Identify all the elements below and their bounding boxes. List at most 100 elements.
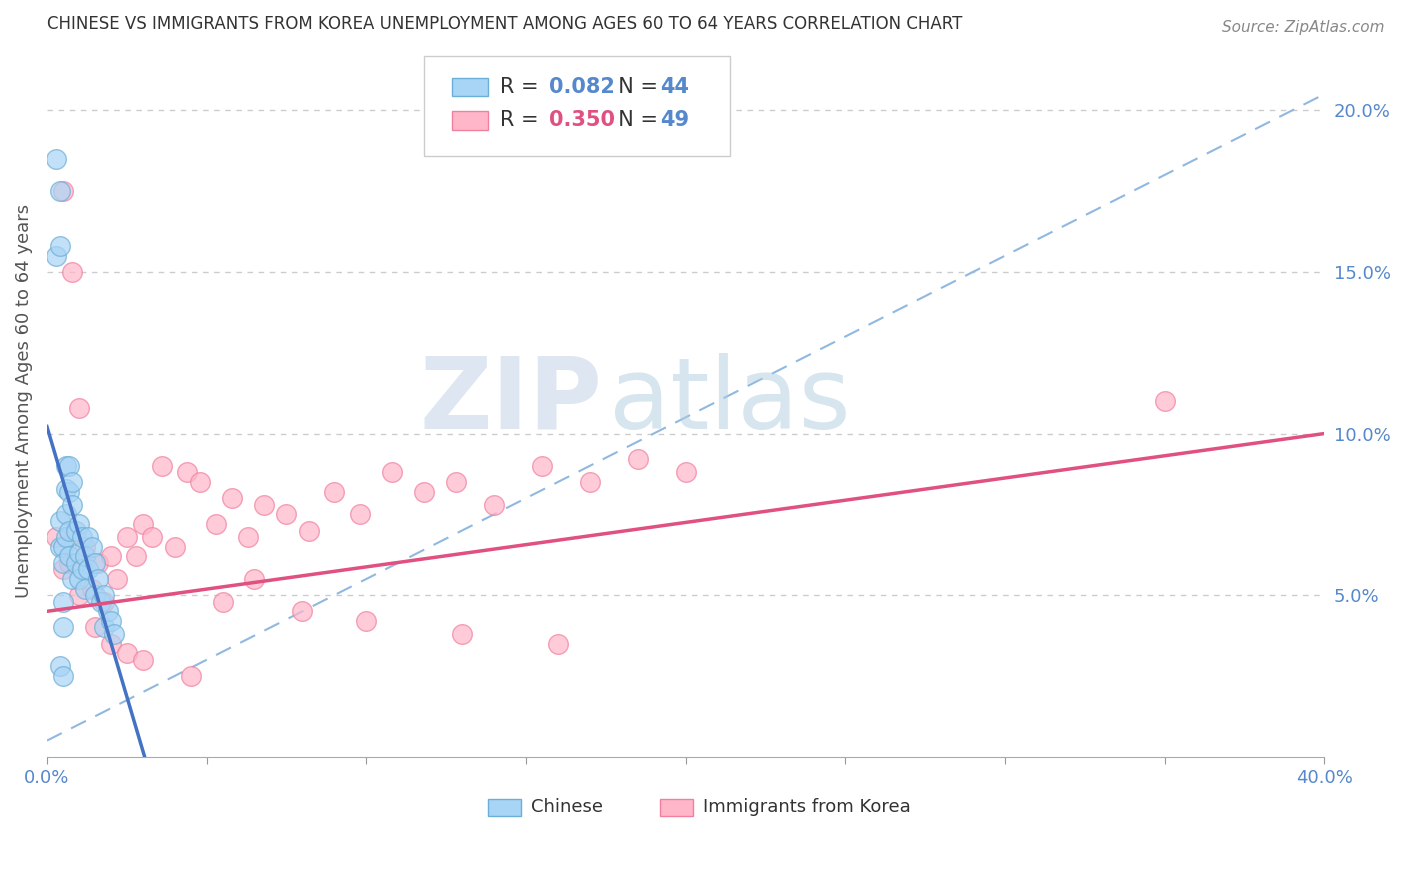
Point bbox=[58, 549, 80, 564]
Point bbox=[62, 498, 84, 512]
Point bbox=[48, 659, 70, 673]
Point bbox=[83, 556, 105, 570]
Point bbox=[48, 540, 70, 554]
Point bbox=[55, 508, 77, 522]
Text: 44: 44 bbox=[659, 77, 689, 97]
Point bbox=[75, 582, 97, 596]
Text: R =: R = bbox=[501, 111, 546, 130]
Point bbox=[412, 484, 434, 499]
Point bbox=[83, 588, 105, 602]
Text: Chinese: Chinese bbox=[531, 798, 603, 816]
Point bbox=[97, 604, 120, 618]
Point bbox=[48, 514, 70, 528]
Point bbox=[530, 458, 553, 473]
Text: Source: ZipAtlas.com: Source: ZipAtlas.com bbox=[1222, 20, 1385, 35]
Point bbox=[188, 475, 211, 489]
Point bbox=[55, 458, 77, 473]
Point bbox=[381, 466, 404, 480]
Point bbox=[45, 530, 67, 544]
Point bbox=[90, 594, 112, 608]
Point bbox=[62, 265, 84, 279]
Point bbox=[180, 669, 202, 683]
FancyBboxPatch shape bbox=[423, 56, 730, 156]
FancyBboxPatch shape bbox=[659, 798, 693, 816]
Point bbox=[67, 517, 90, 532]
Point bbox=[451, 627, 474, 641]
Point bbox=[52, 594, 75, 608]
Point bbox=[211, 594, 233, 608]
Text: R =: R = bbox=[501, 77, 546, 97]
Point bbox=[67, 588, 90, 602]
Point bbox=[55, 482, 77, 496]
Point bbox=[62, 475, 84, 489]
Point bbox=[93, 594, 115, 608]
Point bbox=[131, 653, 153, 667]
Text: N =: N = bbox=[605, 77, 665, 97]
Point bbox=[45, 152, 67, 166]
Point bbox=[45, 249, 67, 263]
Point bbox=[482, 498, 505, 512]
Point bbox=[80, 540, 103, 554]
Point bbox=[80, 582, 103, 596]
Point bbox=[77, 530, 100, 544]
Point bbox=[276, 508, 298, 522]
Point bbox=[70, 562, 93, 576]
Point bbox=[163, 540, 186, 554]
Point bbox=[100, 549, 122, 564]
Point bbox=[67, 401, 90, 415]
Point bbox=[87, 572, 110, 586]
Text: atlas: atlas bbox=[609, 352, 851, 450]
Point bbox=[67, 572, 90, 586]
Point bbox=[125, 549, 148, 564]
Text: 0.350: 0.350 bbox=[548, 111, 614, 130]
FancyBboxPatch shape bbox=[451, 78, 488, 96]
Point bbox=[291, 604, 314, 618]
Point bbox=[115, 530, 138, 544]
Point bbox=[70, 530, 93, 544]
Point bbox=[131, 517, 153, 532]
Point bbox=[75, 549, 97, 564]
Point bbox=[176, 466, 198, 480]
Text: 49: 49 bbox=[659, 111, 689, 130]
FancyBboxPatch shape bbox=[488, 798, 520, 816]
Point bbox=[253, 498, 276, 512]
Point bbox=[243, 572, 266, 586]
Point bbox=[150, 458, 173, 473]
Point bbox=[547, 637, 569, 651]
Point bbox=[58, 458, 80, 473]
Point bbox=[675, 466, 697, 480]
Text: 0.082: 0.082 bbox=[548, 77, 614, 97]
Point bbox=[444, 475, 467, 489]
Point bbox=[87, 556, 110, 570]
Point bbox=[62, 572, 84, 586]
Point bbox=[58, 556, 80, 570]
Point bbox=[52, 562, 75, 576]
Point bbox=[93, 620, 115, 634]
Point bbox=[141, 530, 163, 544]
Point bbox=[349, 508, 371, 522]
Point bbox=[627, 452, 650, 467]
Point bbox=[58, 484, 80, 499]
Point bbox=[354, 614, 377, 628]
Point bbox=[298, 524, 321, 538]
Point bbox=[52, 540, 75, 554]
Point bbox=[93, 588, 115, 602]
Point bbox=[52, 669, 75, 683]
Point bbox=[67, 546, 90, 560]
Point bbox=[48, 184, 70, 198]
Point bbox=[52, 620, 75, 634]
Point bbox=[221, 491, 243, 506]
Point bbox=[83, 620, 105, 634]
Point bbox=[103, 627, 125, 641]
Point bbox=[578, 475, 600, 489]
Text: N =: N = bbox=[605, 111, 665, 130]
Point bbox=[77, 562, 100, 576]
Text: ZIP: ZIP bbox=[419, 352, 603, 450]
Point bbox=[100, 637, 122, 651]
Y-axis label: Unemployment Among Ages 60 to 64 years: Unemployment Among Ages 60 to 64 years bbox=[15, 204, 32, 599]
Point bbox=[65, 524, 87, 538]
Point bbox=[65, 556, 87, 570]
Text: Immigrants from Korea: Immigrants from Korea bbox=[703, 798, 911, 816]
Point bbox=[1153, 394, 1175, 409]
Point bbox=[48, 239, 70, 253]
